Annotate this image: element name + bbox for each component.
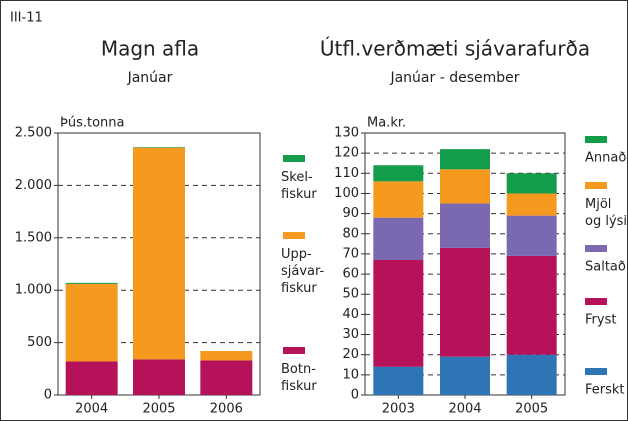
y-tick-label: 120	[334, 146, 359, 161]
y-tick-label: 80	[342, 226, 359, 241]
y-tick-label: 500	[27, 335, 52, 350]
legend-swatch	[585, 245, 607, 252]
bar-segment	[200, 350, 253, 361]
bar-segment	[133, 147, 185, 148]
legend-swatch	[283, 347, 305, 354]
y-tick-label: 30	[342, 327, 359, 342]
y-tick-label: 40	[342, 307, 359, 322]
legend-label: Upp-sjávar-fiskur	[281, 247, 325, 296]
y-tick-label: 90	[342, 206, 359, 221]
bar-segment	[373, 366, 424, 395]
bar-segment	[440, 169, 490, 204]
bar-segment	[373, 165, 424, 182]
bar-segment	[133, 359, 185, 395]
figure-label: III-11	[10, 11, 43, 26]
legend-label: Ferskt	[585, 383, 625, 398]
legend-label: Annað	[585, 151, 626, 166]
legend-label: Botn-fiskur	[281, 362, 317, 394]
chart-subtitle: Janúar	[127, 70, 173, 86]
legend-label: Mjöl og lýsi	[585, 197, 627, 229]
y-tick-label: 0	[44, 388, 52, 403]
legend-swatch	[283, 232, 305, 239]
x-tick-label: 2005	[515, 402, 548, 417]
y-tick-label: 130	[334, 126, 359, 141]
bar-segment	[506, 354, 557, 395]
chart-title: Magn afla	[101, 37, 199, 61]
y-tick-label: 2.000	[15, 178, 52, 193]
legend-label: Fryst	[585, 313, 616, 328]
bar-segment	[506, 255, 557, 355]
legend-swatch	[585, 298, 607, 305]
bar-segment	[65, 282, 118, 284]
bar-segment	[200, 360, 253, 395]
y-tick-label: 100	[334, 186, 359, 201]
x-tick-label: 2004	[75, 402, 108, 417]
bar-segment	[440, 247, 490, 357]
legend-label: Skel-fiskur	[281, 170, 317, 202]
y-axis-label: Ma.kr.	[367, 116, 406, 131]
bar-segment	[440, 356, 490, 395]
y-tick-label: 10	[342, 367, 359, 382]
bar-segment	[506, 193, 557, 216]
legend-swatch	[585, 136, 607, 143]
bar-segment	[506, 215, 557, 256]
bar-segment	[65, 361, 118, 395]
legend-swatch	[585, 182, 607, 189]
bar-segment	[506, 173, 557, 194]
bar-segment	[133, 147, 185, 360]
x-tick-label: 2003	[382, 402, 415, 417]
y-tick-label: 50	[342, 287, 359, 302]
y-tick-label: 2.500	[15, 126, 52, 141]
bar-segment	[373, 217, 424, 260]
bar-segment	[373, 181, 424, 218]
y-tick-label: 1.500	[15, 230, 52, 245]
x-tick-label: 2005	[142, 402, 175, 417]
y-tick-label: 110	[334, 166, 359, 181]
bar-segment	[373, 259, 424, 367]
legend-swatch	[585, 368, 607, 375]
chart-title: Útfl.verðmæti sjávarafurða	[320, 37, 590, 61]
y-tick-label: 0	[351, 388, 359, 403]
bar-segment	[440, 203, 490, 248]
legend-label: Saltað	[585, 260, 626, 275]
bar-segment	[65, 283, 118, 362]
y-tick-label: 20	[342, 347, 359, 362]
x-tick-label: 2004	[448, 402, 481, 417]
legend-swatch	[283, 155, 305, 162]
y-tick-label: 60	[342, 267, 359, 282]
bar-segment	[440, 149, 490, 170]
x-tick-label: 2006	[210, 402, 243, 417]
y-tick-label: 70	[342, 246, 359, 261]
y-axis-label: Þús.tonna	[60, 116, 125, 131]
y-tick-label: 1.000	[15, 283, 52, 298]
chart-subtitle: Janúar - desember	[389, 70, 519, 86]
